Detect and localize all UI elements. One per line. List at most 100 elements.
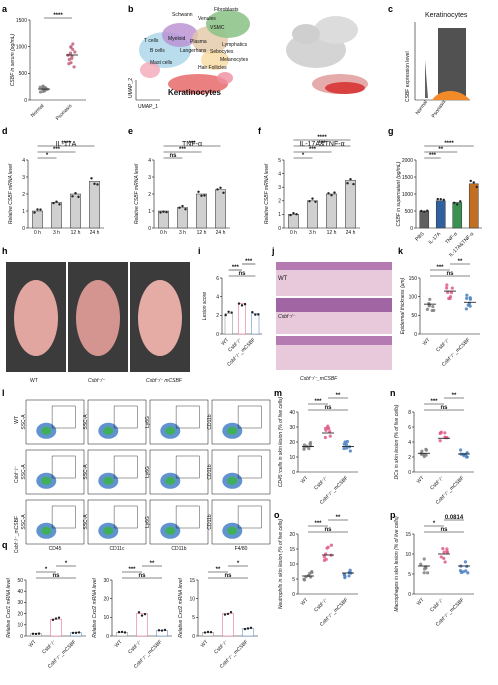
data-point [343,576,347,580]
data-point [54,617,58,620]
y-tick-label: 0 [292,592,295,598]
y-tick-label: 10 [17,623,23,629]
data-point [219,186,222,189]
y-tick-label: 2000 [402,158,413,164]
data-point [342,446,346,451]
data-point [349,178,352,181]
significance-label: *** [430,399,438,405]
umap-ylabel: UMAP_2 [128,78,134,98]
data-point [37,632,41,635]
panel-label-c: c [388,4,393,14]
data-point [330,194,333,197]
data-point [468,297,473,301]
flow-plot [149,399,209,445]
data-point [348,568,352,572]
y-tick-label: 10 [189,596,195,602]
data-point [352,182,355,186]
flow-plot [87,399,147,445]
flow-density [165,426,176,435]
x-tick-label: WT [28,639,38,649]
y-tick-label: 500 [19,71,28,77]
flow-ylabel: SSC-A [21,414,27,430]
data-point [58,203,61,206]
data-point [441,546,445,551]
umap-panel: Fibroblasts Schwann Venules VSMC T cells… [128,7,368,110]
flow-gate [237,505,262,529]
y-tick-label: 1 [22,209,25,215]
data-point [140,614,144,617]
significance-label: ** [452,393,457,399]
data-point [137,611,141,614]
data-point [41,85,45,89]
data-point [453,201,456,204]
bar [32,210,43,229]
violin-panel: Keratinocytes CSBF expression level Norm… [405,12,470,119]
flow-density [103,426,114,435]
data-point [160,629,164,632]
umap-label: Melanocytes [220,57,249,63]
x-tick-label: 24 h [346,230,356,236]
data-point [425,307,430,311]
significance-label: ns [238,271,246,277]
data-point [227,310,230,313]
y-tick-label: 20 [289,532,295,538]
y-tick-label: 0 [192,634,195,640]
y-axis-label: Epidermal thickness (μm) [400,277,406,334]
histo-label: Csbf⁻/⁻ [278,314,295,320]
x-tick-label: 24 h [90,230,100,236]
y-tick-label: 3 [148,175,151,181]
data-point [436,197,439,201]
panel-label-m: m [274,388,282,398]
significance-label: ** [336,393,341,399]
data-point [311,197,314,200]
photo-label: Csbf⁻/⁻ [88,378,105,384]
flow-row-label: WT [14,416,20,424]
data-point [251,310,254,314]
x-tick-label: 0 h [160,230,167,236]
histo-label: WT [278,276,288,282]
data-point [51,618,55,622]
flow-density [41,426,52,435]
data-point [209,630,213,634]
x-tick-label: 3 h [179,230,186,236]
data-point [420,209,423,213]
umap-label: Langerhans [180,48,207,54]
x-tick-label: 12 h [71,230,81,236]
data-point [71,195,74,198]
data-point [445,550,450,554]
photo-label: Csbf⁻/⁻ mCSBF [146,378,183,384]
y-tick-label: 4 [408,440,411,446]
flow-ylabel: SSC-A [21,464,27,480]
data-point [326,424,330,428]
bar [468,183,479,229]
significance-label: ** [336,515,341,521]
data-point [329,543,334,547]
y-axis-label: CD45⁺cells in skin lesion (% of live cel… [278,396,284,487]
significance-label: **** [444,141,454,147]
y-axis-label: Relative Cxcl1 mRNA level [6,577,12,637]
data-point [342,572,346,577]
y-tick-label: 2 [22,192,25,198]
significance-label: ** [438,147,443,153]
bar [70,193,81,229]
flow-density [41,526,52,535]
data-point [237,302,241,305]
flow-plot [25,399,85,445]
flow-density [227,526,238,535]
y-tick-label: 5 [408,572,411,578]
y-axis-label: Relative CSBF mRNA level [134,163,140,224]
data-point [323,435,327,440]
data-point [322,555,326,559]
data-point [93,182,96,186]
y-axis-label: DCs in skin lesion (% of live cells) [394,404,400,479]
umap-label: Mast cells [150,60,173,66]
significance-label: ns [52,573,60,579]
data-point [445,547,449,551]
data-point [438,439,442,443]
chart-title: IL-17A&TNF-α [299,141,344,148]
flow-ylabel: Ly6G [145,516,151,528]
significance-label: * [46,153,49,159]
data-point [424,448,428,452]
flow-gate [175,455,200,479]
data-point [74,192,77,195]
